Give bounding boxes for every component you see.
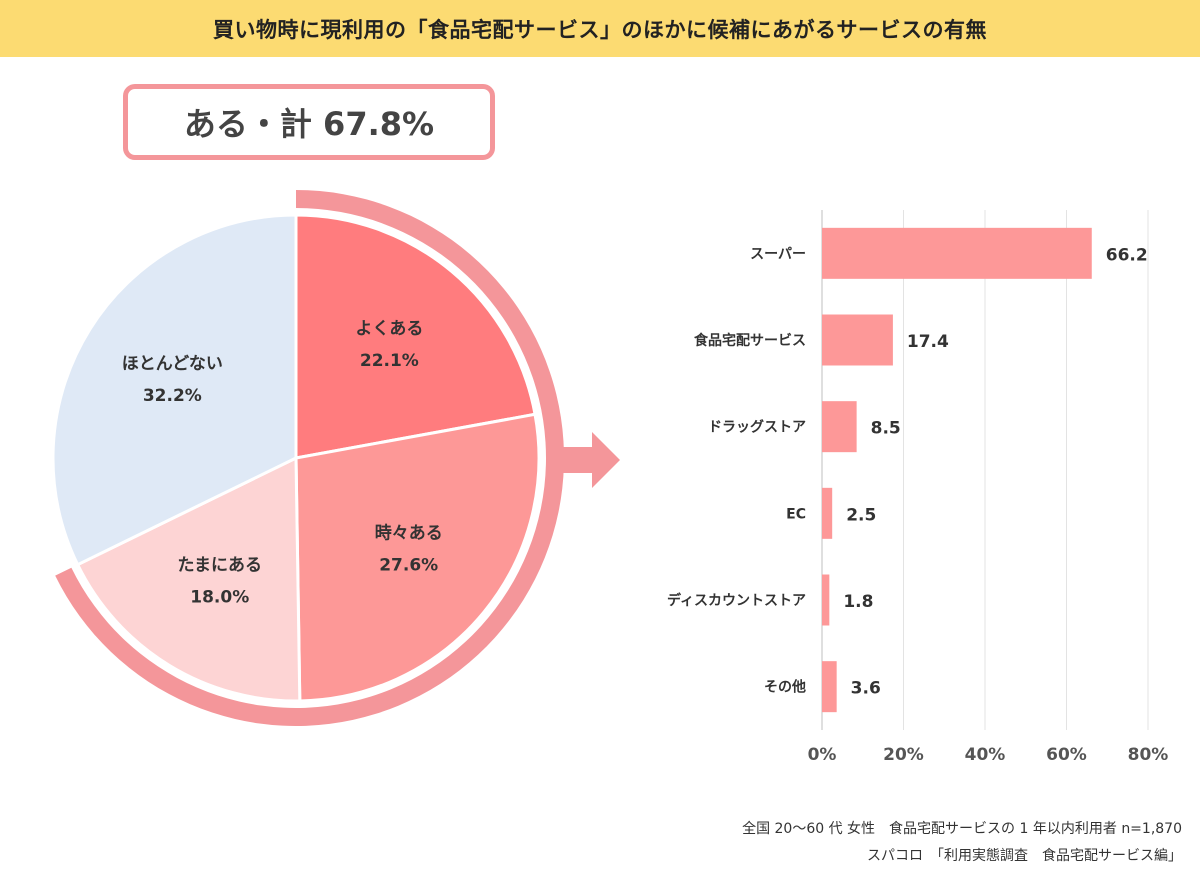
pie-label: 時々ある xyxy=(375,522,443,543)
pie-slice xyxy=(294,412,541,703)
pie-value: 22.1% xyxy=(360,351,419,371)
source-note: スパコロ 「利用実態調査 食品宅配サービス編」 xyxy=(867,848,1182,864)
page-title: 買い物時に現利用の「食品宅配サービス」のほかに候補にあがるサービスの有無 xyxy=(213,17,987,42)
pie-slice xyxy=(294,213,537,460)
bar-value-label: 3.6 xyxy=(851,679,881,699)
bar-value-label: 66.2 xyxy=(1106,245,1148,265)
pie-value: 32.2% xyxy=(143,386,202,406)
bar xyxy=(822,314,893,366)
pie-slice xyxy=(51,213,298,567)
pie-value: 27.6% xyxy=(379,555,438,575)
bar-category-label: 食品宅配サービス xyxy=(694,332,806,349)
pie-label: たまにある xyxy=(178,555,263,575)
pie-label: ほとんどない xyxy=(122,354,223,374)
pie-value: 18.0% xyxy=(190,587,249,607)
bar-category-label: その他 xyxy=(764,679,806,696)
bar xyxy=(822,574,830,626)
tick-label: 80% xyxy=(1128,745,1169,765)
bar-value-label: 8.5 xyxy=(871,419,901,439)
bar-value-label: 17.4 xyxy=(907,332,949,352)
bar-category-label: スーパー xyxy=(750,246,806,262)
survey-note: 全国 20～60 代 女性 食品宅配サービスの 1 年以内利用者 n=1,870 xyxy=(742,821,1182,837)
arrow-icon xyxy=(555,432,620,488)
bar-value-label: 1.8 xyxy=(843,592,873,612)
total-label: ある・計 67.8% xyxy=(183,105,435,143)
tick-label: 40% xyxy=(965,745,1006,765)
total-box: ある・計 67.8% xyxy=(123,84,495,160)
tick-label: 60% xyxy=(1046,745,1087,765)
bar-category-label: EC xyxy=(786,506,806,522)
tick-label: 0% xyxy=(808,745,837,765)
pie-label: よくある xyxy=(355,319,423,339)
tick-label: 20% xyxy=(883,745,924,765)
bar-category-label: ドラッグストア xyxy=(708,419,806,436)
title-bar: 買い物時に現利用の「食品宅配サービス」のほかに候補にあがるサービスの有無 xyxy=(0,0,1200,57)
bar-category-label: ディスカウントストア xyxy=(667,592,806,609)
bar xyxy=(822,227,1092,279)
bar xyxy=(822,487,833,539)
bar xyxy=(822,661,837,713)
bar-value-label: 2.5 xyxy=(846,505,876,525)
pie-slice xyxy=(75,455,302,703)
bar xyxy=(822,401,857,453)
